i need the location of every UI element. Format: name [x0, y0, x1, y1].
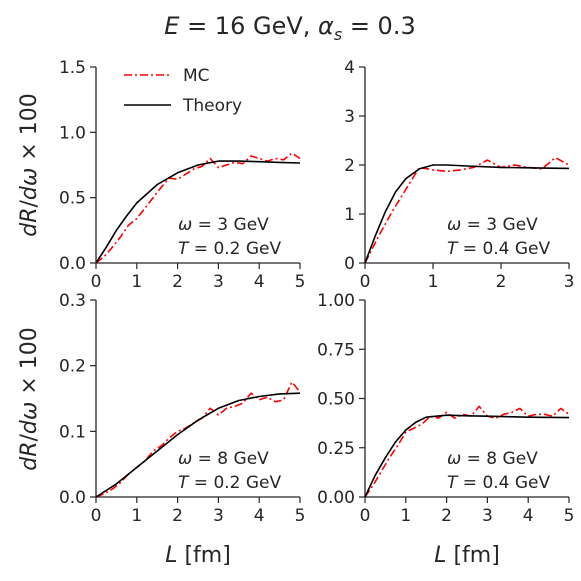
- panel-annotation-temperature: T = 0.4 GeV: [447, 473, 551, 493]
- x-tick-label: 1: [131, 506, 142, 526]
- y-tick-label: 0.3: [59, 291, 86, 311]
- x-tick-label: 2: [496, 272, 507, 292]
- x-tick-label: 4: [254, 506, 265, 526]
- y-tick-label: 0.0: [59, 254, 86, 274]
- chart-panel-bottom-right: 0 1 2 3 4 5 0.00 0.25 0.50 0.75 1.00 ω = 8 GeV T = 0…: [317, 291, 574, 526]
- x-tick-label: 3: [213, 272, 224, 292]
- panel-annotation-omega: ω = 3 GeV: [178, 215, 269, 235]
- y-tick-label: 0.75: [317, 340, 355, 360]
- y-axis-label-top: dR/dω × 100: [17, 93, 42, 237]
- x-tick-label: 4: [254, 272, 265, 292]
- y-tick-label: 0.00: [317, 488, 355, 508]
- panel-annotation-temperature: T = 0.2 GeV: [178, 239, 282, 259]
- x-tick-label: 5: [295, 506, 306, 526]
- y-tick-label: 1.0: [59, 123, 86, 143]
- legend-mc-label: MC: [183, 66, 210, 86]
- y-tick-label: 0.50: [317, 390, 355, 410]
- y-tick-label: 1: [344, 205, 355, 225]
- y-tick-label: 0.0: [59, 488, 86, 508]
- y-tick-label: 0.2: [59, 357, 86, 377]
- panel-annotation-temperature: T = 0.2 GeV: [178, 473, 282, 493]
- y-tick-label: 0: [344, 254, 355, 274]
- panel-annotation-omega: ω = 3 GeV: [447, 215, 538, 235]
- y-tick-label: 4: [344, 58, 355, 78]
- mc-series-line: [95, 152, 301, 264]
- x-tick-label: 2: [441, 506, 452, 526]
- x-axis-label-left: L [fm]: [165, 543, 231, 568]
- y-tick-label: 0.25: [317, 439, 355, 459]
- x-tick-label: 3: [482, 506, 493, 526]
- y-axis-label-bottom: dR/dω × 100: [17, 327, 42, 471]
- y-tick-label: 0.1: [59, 422, 86, 442]
- y-tick-label: 2: [344, 156, 355, 176]
- x-tick-label: 5: [564, 506, 575, 526]
- theory-series-line: [364, 164, 570, 264]
- x-tick-label: 5: [295, 272, 306, 292]
- x-tick-label: 0: [360, 272, 371, 292]
- y-tick-label: 1.00: [317, 291, 355, 311]
- x-tick-label: 1: [428, 272, 439, 292]
- x-tick-label: 4: [523, 506, 534, 526]
- theory-series-line: [364, 414, 570, 498]
- theory-series-line: [95, 160, 301, 264]
- chart-panel-bottom-left: 0 1 2 3 4 5 0.0 0.1 0.2 0.3 ω = 8 GeV T = 0.2 GeV: [59, 291, 305, 526]
- x-tick-label: 2: [172, 272, 183, 292]
- y-tick-label: 3: [344, 107, 355, 127]
- theory-series-line: [95, 392, 301, 498]
- panel-annotation-omega: ω = 8 GeV: [178, 449, 269, 469]
- x-tick-label: 3: [213, 506, 224, 526]
- x-tick-label: 0: [91, 272, 102, 292]
- x-tick-label: 2: [172, 506, 183, 526]
- x-axis-label-right: L [fm]: [434, 543, 500, 568]
- figure-title: E = 16 GeV, αs = 0.3: [164, 12, 415, 44]
- panel-annotation-temperature: T = 0.4 GeV: [447, 239, 551, 259]
- legend: MC Theory: [124, 66, 242, 116]
- x-tick-label: 0: [360, 506, 371, 526]
- x-tick-label: 1: [400, 506, 411, 526]
- chart-panel-top-left: 0 1 2 3 4 5 0.0 0.5 1.0 1.5 ω = 3 GeV T = 0.2 GeV: [59, 58, 305, 292]
- panel-annotation-omega: ω = 8 GeV: [447, 449, 538, 469]
- y-tick-label: 0.5: [59, 189, 86, 209]
- x-tick-label: 0: [91, 506, 102, 526]
- y-tick-label: 1.5: [59, 58, 86, 78]
- legend-theory-label: Theory: [182, 96, 242, 116]
- x-tick-label: 3: [564, 272, 575, 292]
- chart-panel-top-right: 0 1 2 3 0 1 2 3 4 ω = 3 GeV T = 0.4 GeV: [344, 58, 574, 292]
- x-tick-label: 1: [131, 272, 142, 292]
